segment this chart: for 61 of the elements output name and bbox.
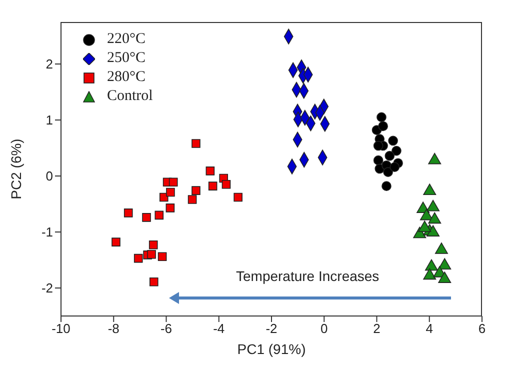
y-tick-label: 0 (46, 168, 53, 184)
point (383, 167, 393, 177)
point (149, 277, 158, 286)
point (192, 139, 200, 148)
point (124, 208, 133, 218)
point (378, 121, 388, 132)
point (206, 166, 215, 176)
point (168, 178, 178, 187)
point (382, 181, 392, 191)
point (390, 162, 400, 172)
y-tick-label: 1 (46, 112, 53, 128)
point (418, 220, 432, 232)
point (234, 192, 242, 202)
point (376, 112, 386, 122)
x-axis-title: PC1 (91%) (237, 341, 306, 357)
legend-label: Control (107, 88, 153, 105)
x-tick-label: 2 (373, 321, 380, 336)
y-tick-label: -1 (41, 224, 53, 240)
x-tick-label: 4 (426, 321, 433, 336)
point (426, 200, 440, 212)
point (373, 155, 384, 166)
point (192, 186, 200, 195)
x-tick-label: -4 (213, 321, 225, 336)
point (425, 259, 438, 271)
point (188, 195, 197, 204)
point (426, 225, 440, 236)
point (142, 213, 151, 222)
legend-label: 220°C (107, 31, 146, 48)
point (438, 258, 452, 270)
point (158, 252, 167, 262)
y-tick-label: -2 (41, 280, 53, 296)
point (384, 150, 395, 161)
point (208, 182, 218, 190)
point (428, 212, 442, 224)
x-tick-label: -6 (160, 321, 172, 336)
y-tick-label: 2 (46, 56, 53, 72)
y-axis-title: PC2 (6%) (8, 138, 24, 200)
point (388, 136, 398, 146)
point (154, 210, 164, 220)
point (423, 184, 436, 196)
legend-label: 280°C (107, 69, 146, 86)
point (222, 180, 231, 189)
x-tick-label: 0 (320, 321, 328, 336)
point (438, 272, 452, 283)
x-tick-label: -2 (266, 321, 278, 336)
point (435, 242, 448, 254)
point (392, 146, 402, 156)
point (148, 240, 158, 250)
point (147, 250, 156, 259)
point (166, 188, 175, 197)
point (423, 268, 436, 280)
x-tick-label: -10 (52, 321, 70, 336)
point (166, 204, 175, 212)
annotation: Temperature Increases (236, 268, 380, 284)
point (373, 140, 384, 151)
point (134, 254, 143, 263)
x-tick-label: 6 (478, 321, 486, 336)
point (420, 208, 433, 220)
point (112, 238, 120, 246)
legend-label: 250°C (107, 50, 146, 67)
x-tick-label: -8 (108, 321, 120, 336)
